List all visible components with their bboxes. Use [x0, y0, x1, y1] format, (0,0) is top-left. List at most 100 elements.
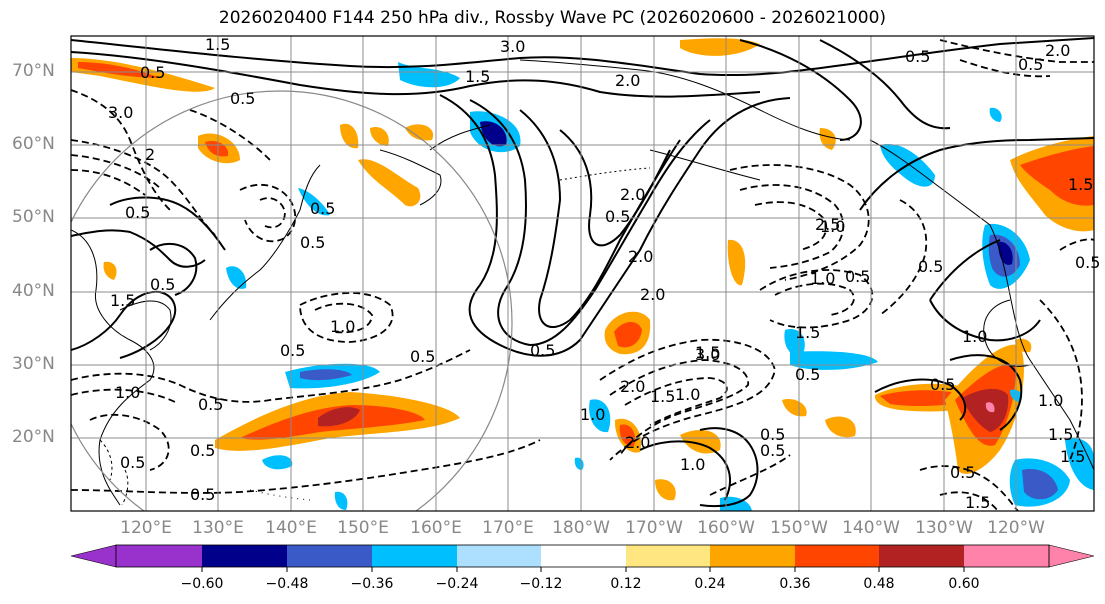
contour-line — [739, 184, 844, 269]
contour-label: 0.5 — [190, 441, 215, 460]
contour-line — [71, 154, 161, 189]
contour-label: 1.5 — [795, 323, 820, 342]
contour-label: 1.0 — [675, 385, 700, 404]
contour-line — [469, 99, 711, 347]
colorbar-extend-low — [70, 544, 117, 568]
contour-label: 0.5 — [760, 425, 785, 444]
colorbar-segment — [116, 545, 202, 567]
colorbar-tick-label: 0.60 — [948, 576, 980, 592]
contour-label: 2.0 — [625, 433, 650, 452]
anomaly-shading — [989, 107, 1002, 122]
contour-label: 2.0 — [1045, 41, 1070, 60]
contour-line — [1039, 299, 1083, 461]
contour-label: 0.5 — [125, 203, 150, 222]
contour-line — [624, 377, 728, 426]
anomaly-shading — [825, 416, 856, 438]
contour-label: 1.5 — [205, 35, 230, 54]
contour-line — [939, 491, 999, 511]
contour-line — [239, 183, 297, 243]
anomaly-shading — [78, 62, 160, 78]
shaded-divergence — [71, 38, 1094, 511]
lon-label: 150°E — [337, 518, 389, 538]
colorbar-tick-label: −0.36 — [350, 576, 394, 592]
lon-label: 140°E — [265, 518, 317, 538]
coastline-na-west — [869, 139, 1094, 471]
contour-label: 2.0 — [628, 247, 653, 266]
anomaly-shading — [962, 388, 1009, 432]
colorbar-segment — [964, 545, 1049, 567]
lat-label: 30°N — [12, 354, 55, 374]
map-frame — [70, 35, 1095, 512]
coastline-korea-japan — [119, 164, 321, 351]
contour-label: 0.5 — [198, 395, 223, 414]
colorbar-tick-label: 0.24 — [694, 576, 726, 592]
contour-label: 1.5 — [1048, 425, 1073, 444]
contour-label: 0.5 — [230, 89, 255, 108]
contour-label: 1.5 — [465, 67, 490, 86]
contour-label: 0.5 — [280, 341, 305, 360]
colorbar-tick-label: 0.12 — [610, 576, 642, 592]
contour-label: 0.5 — [120, 453, 145, 472]
anomaly-shading — [1020, 146, 1094, 206]
anomaly-shading — [334, 491, 348, 510]
contour-label: 0.5 — [605, 207, 630, 226]
contour-line — [299, 292, 394, 343]
lon-label: 160°E — [410, 518, 462, 538]
contour-label: 1.5 — [650, 387, 675, 406]
anomaly-shading — [300, 369, 352, 381]
contour-label: 1.5 — [1068, 175, 1093, 194]
contour-label: 3.0 — [500, 37, 525, 56]
contour-label: 0.5 — [918, 257, 943, 276]
anomaly-shading — [340, 123, 359, 149]
lon-label: 170°E — [482, 518, 534, 538]
contour-line — [859, 137, 1094, 211]
contour-label: 1.0 — [1038, 391, 1063, 410]
contour-label: 2 — [145, 145, 155, 164]
colorbar-segment — [287, 545, 372, 567]
contour-line — [71, 388, 176, 403]
lat-label: 60°N — [12, 134, 55, 154]
colorbar-extend-high — [1048, 544, 1095, 568]
contour-line — [71, 89, 171, 211]
contour-label: 2.0 — [620, 185, 645, 204]
anomaly-shading — [398, 62, 460, 88]
contour-label: 1.0 — [810, 269, 835, 288]
contour-label: 0.5 — [300, 233, 325, 252]
contour-label: 1.5 — [1060, 447, 1085, 466]
colorbar-tick-label: 0.36 — [779, 576, 811, 592]
anomaly-shading — [226, 266, 247, 289]
contour-line — [71, 439, 541, 494]
contour-line — [71, 169, 146, 196]
contour-line — [754, 201, 828, 251]
colorbar-segment — [457, 545, 541, 567]
anomaly-shading — [782, 399, 807, 417]
colorbar-segment — [795, 545, 879, 567]
anomaly-shading — [985, 402, 995, 413]
contour-label: 1.0 — [330, 317, 355, 336]
contour-line — [71, 229, 206, 268]
contour-label: 3.0 — [695, 345, 720, 364]
lon-label: 150°W — [770, 518, 828, 538]
colorbar-segment — [710, 545, 795, 567]
contour-line — [71, 139, 216, 236]
contour-line — [774, 282, 855, 316]
anomaly-shading — [784, 329, 805, 357]
anomaly-shading — [589, 399, 611, 433]
contour-label: 2.0 — [615, 71, 640, 90]
lon-label: 120°W — [987, 518, 1045, 538]
contour-line — [939, 39, 1094, 63]
contour-label: 0.5 — [1075, 253, 1100, 272]
lon-label: 120°E — [120, 518, 172, 538]
anomaly-shading — [262, 455, 293, 470]
lat-label: 20°N — [12, 427, 55, 447]
contour-line — [759, 269, 874, 329]
coastline-philippines — [99, 439, 129, 506]
colorbar — [70, 544, 1095, 572]
contour-label: 1.0 — [115, 383, 140, 402]
lon-label: 130°E — [192, 518, 244, 538]
contour-line — [599, 338, 776, 461]
contour-label: 1.0 — [580, 405, 605, 424]
anomaly-shading — [405, 124, 434, 141]
anomaly-shading — [727, 239, 746, 286]
